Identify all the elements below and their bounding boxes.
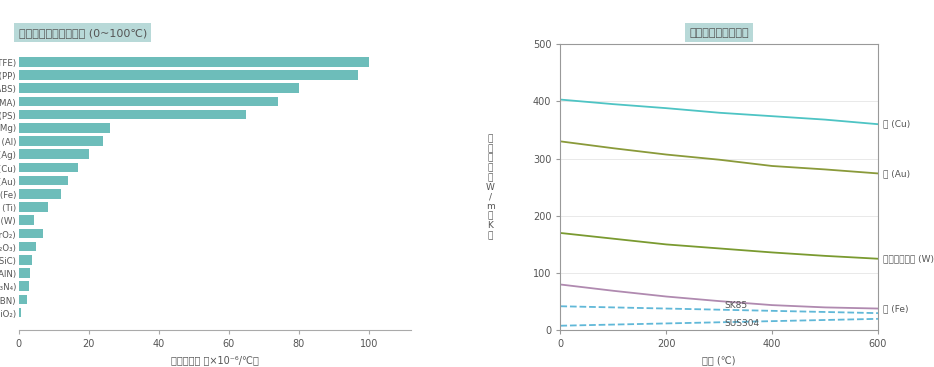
- Title: 各種金属の熱伝導率: 各種金属の熱伝導率: [689, 28, 749, 38]
- Text: 熱
伝
導
率
（
W
/
m
・
K
）: 熱 伝 導 率 （ W / m ・ K ）: [486, 134, 495, 240]
- X-axis label: 線膚張係数 （×10⁻⁶/℃）: 線膚張係数 （×10⁻⁶/℃）: [171, 355, 259, 365]
- Text: SUS304: SUS304: [725, 319, 759, 328]
- Bar: [19, 176, 68, 185]
- Text: 各種材料の線膚張係数 (0~100℃): 各種材料の線膚張係数 (0~100℃): [19, 28, 147, 38]
- Bar: [19, 295, 27, 304]
- Bar: [19, 255, 32, 265]
- Bar: [19, 97, 278, 106]
- Bar: [19, 215, 35, 225]
- Bar: [19, 57, 369, 66]
- Bar: [19, 149, 89, 159]
- Bar: [19, 70, 359, 80]
- Text: タングステン (W): タングステン (W): [884, 254, 934, 263]
- Text: 鉄 (Fe): 鉄 (Fe): [884, 304, 909, 313]
- Bar: [19, 110, 247, 119]
- Text: 金 (Au): 金 (Au): [884, 169, 911, 178]
- Bar: [19, 281, 29, 291]
- Bar: [19, 242, 36, 251]
- Bar: [19, 308, 21, 317]
- X-axis label: 温度 (℃): 温度 (℃): [702, 355, 736, 365]
- Bar: [19, 123, 109, 132]
- Bar: [19, 136, 103, 146]
- Bar: [19, 83, 299, 93]
- Bar: [19, 268, 30, 278]
- Text: 銅 (Cu): 銅 (Cu): [884, 120, 911, 129]
- Bar: [19, 229, 43, 238]
- Bar: [19, 202, 49, 212]
- Text: SK85: SK85: [725, 301, 747, 310]
- Bar: [19, 163, 78, 172]
- Bar: [19, 189, 61, 199]
